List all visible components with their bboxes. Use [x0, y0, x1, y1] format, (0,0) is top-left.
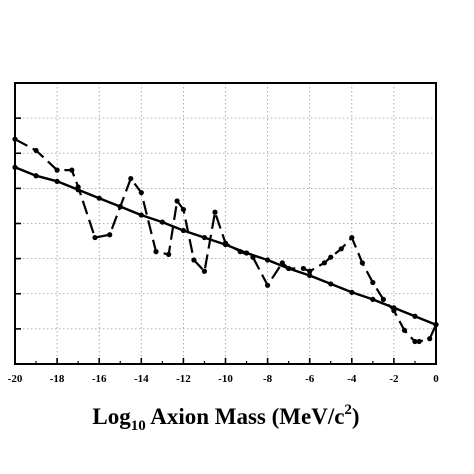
data-point-solid: [265, 257, 271, 263]
data-point-solid: [180, 227, 186, 234]
data-point-dashed: [212, 209, 218, 215]
data-point-solid: [96, 195, 102, 201]
data-point-solid: [391, 305, 397, 311]
data-point-solid: [138, 212, 144, 218]
data-point-solid: [433, 322, 439, 328]
x-tick-label: -8: [263, 373, 273, 385]
data-point-solid: [412, 313, 418, 319]
data-point-dashed: [180, 206, 186, 213]
data-point-dashed: [54, 167, 60, 173]
data-point-dashed: [92, 234, 98, 241]
data-point-solid: [12, 164, 18, 170]
data-point-dashed: [153, 249, 159, 255]
data-point-dashed: [370, 279, 376, 286]
data-point-dashed: [174, 198, 180, 204]
data-point-solid: [201, 234, 208, 241]
series-layer: [12, 136, 439, 345]
data-point-dashed: [107, 232, 113, 238]
x-tick-label: -6: [305, 373, 315, 385]
data-point-solid: [370, 296, 376, 302]
data-point-dashed: [307, 268, 313, 274]
axes: [14, 82, 437, 365]
data-point-dashed: [359, 260, 365, 266]
x-axis-title-subscript: 10: [131, 418, 146, 434]
data-point-solid: [33, 173, 39, 179]
x-tick-label: -4: [347, 373, 357, 385]
data-point-dashed: [412, 338, 418, 345]
data-point-dashed: [138, 189, 144, 196]
data-point-dashed: [265, 282, 271, 288]
data-point-solid: [328, 281, 334, 287]
data-point-dashed: [128, 175, 134, 182]
data-point-dashed: [33, 147, 39, 154]
data-point-dashed: [166, 251, 172, 258]
data-point-dashed: [338, 246, 344, 252]
data-point-solid: [286, 265, 292, 272]
data-point-solid: [75, 187, 81, 193]
x-tick-label: 0: [433, 373, 439, 385]
x-tick-label: -18: [50, 373, 65, 385]
x-tick-label: -20: [8, 373, 23, 385]
data-point-dashed: [12, 136, 18, 142]
x-axis-title: Log10 Axion Mass (MeV/c2): [92, 402, 359, 434]
data-point-dashed: [401, 327, 408, 333]
data-point-dashed: [380, 296, 386, 302]
data-point-dashed: [328, 254, 334, 260]
x-axis-title-main: Log: [92, 404, 131, 429]
data-point-solid: [349, 289, 355, 295]
data-point-dashed: [201, 268, 208, 274]
x-tick-labels: -20 -18 -16 -14 -12 -10 -8 -6 -4 -2 0: [8, 373, 440, 385]
x-axis-title-superscript: 2: [344, 402, 352, 418]
data-point-dashed: [349, 234, 355, 241]
x-axis-title-rest: Axion Mass (MeV/c: [146, 404, 345, 429]
x-tick-label: -12: [176, 373, 191, 385]
data-point-solid: [243, 250, 250, 256]
data-point-dashed: [427, 336, 433, 342]
data-point-solid: [222, 241, 229, 248]
x-axis-title-end: ): [352, 404, 360, 429]
data-point-solid: [159, 219, 165, 225]
x-tick-label: -10: [218, 373, 233, 385]
data-point-solid: [117, 204, 123, 210]
data-point-solid: [54, 178, 60, 184]
data-point-solid: [307, 272, 313, 279]
x-tick-label: -16: [92, 373, 107, 385]
data-point-dashed: [69, 167, 75, 173]
data-point-dashed: [300, 265, 306, 272]
grid: [14, 83, 437, 364]
plot-frame: [14, 82, 437, 365]
data-point-dashed: [191, 257, 197, 263]
data-point-dashed: [416, 338, 422, 345]
x-tick-label: -2: [389, 373, 399, 385]
data-point-dashed: [321, 260, 328, 266]
x-tick-label: -14: [134, 373, 149, 385]
